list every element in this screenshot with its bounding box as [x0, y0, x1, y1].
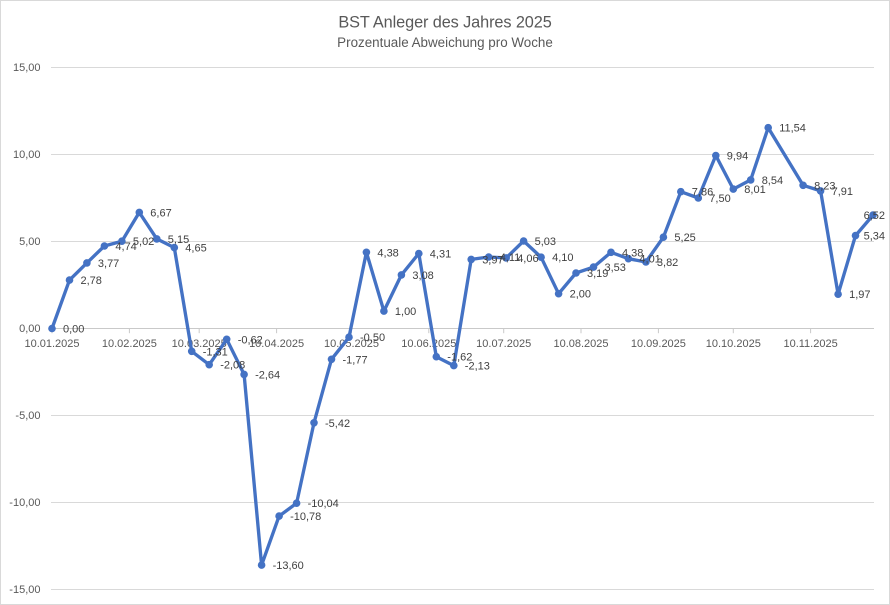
- svg-text:3,08: 3,08: [412, 270, 433, 282]
- svg-text:0,00: 0,00: [63, 324, 84, 336]
- svg-text:10.02.2025: 10.02.2025: [102, 338, 157, 350]
- svg-text:5,03: 5,03: [535, 236, 556, 248]
- svg-text:5,15: 5,15: [168, 234, 189, 246]
- svg-text:-2,64: -2,64: [255, 369, 280, 381]
- svg-text:4,38: 4,38: [622, 247, 643, 259]
- svg-text:4,11: 4,11: [500, 252, 521, 264]
- svg-text:10.06.2025: 10.06.2025: [401, 338, 456, 350]
- svg-text:-10,04: -10,04: [308, 498, 339, 510]
- svg-text:-1,31: -1,31: [203, 346, 228, 358]
- svg-text:-10,78: -10,78: [290, 511, 321, 523]
- svg-text:7,91: 7,91: [832, 186, 853, 198]
- svg-text:10.08.2025: 10.08.2025: [553, 338, 608, 350]
- svg-text:11,54: 11,54: [779, 123, 806, 135]
- svg-text:7,86: 7,86: [692, 187, 713, 199]
- svg-text:1,97: 1,97: [849, 289, 870, 301]
- svg-text:-0,62: -0,62: [238, 334, 263, 346]
- svg-text:5,00: 5,00: [19, 236, 40, 248]
- svg-text:3,82: 3,82: [657, 257, 678, 269]
- svg-text:10.01.2025: 10.01.2025: [24, 338, 79, 350]
- svg-text:-5,42: -5,42: [325, 418, 350, 430]
- svg-text:8,23: 8,23: [814, 180, 835, 192]
- svg-text:-5,00: -5,00: [15, 410, 40, 422]
- svg-text:-10,00: -10,00: [9, 497, 40, 509]
- svg-text:1,00: 1,00: [395, 306, 416, 318]
- svg-text:0,00: 0,00: [19, 323, 40, 335]
- svg-text:4,01: 4,01: [639, 254, 660, 266]
- svg-text:3,53: 3,53: [605, 262, 626, 274]
- svg-text:4,38: 4,38: [377, 247, 398, 259]
- svg-text:5,25: 5,25: [674, 232, 695, 244]
- svg-text:10.04.2025: 10.04.2025: [249, 338, 304, 350]
- svg-text:6,52: 6,52: [864, 210, 885, 222]
- svg-text:Prozentuale Abweichung pro Woc: Prozentuale Abweichung pro Woche: [337, 35, 553, 50]
- svg-text:10.10.2025: 10.10.2025: [706, 338, 761, 350]
- svg-text:4,74: 4,74: [115, 241, 136, 253]
- svg-text:15,00: 15,00: [13, 62, 41, 74]
- svg-text:-2,13: -2,13: [465, 361, 490, 373]
- svg-text:10,00: 10,00: [13, 149, 41, 161]
- svg-text:5,34: 5,34: [864, 231, 885, 243]
- svg-text:-15,00: -15,00: [9, 584, 40, 596]
- svg-text:3,19: 3,19: [587, 268, 608, 280]
- svg-text:3,97: 3,97: [482, 254, 503, 266]
- svg-text:3,77: 3,77: [98, 258, 119, 270]
- svg-text:-2,08: -2,08: [220, 360, 245, 372]
- svg-text:10.09.2025: 10.09.2025: [631, 338, 686, 350]
- svg-text:-1,62: -1,62: [447, 352, 472, 364]
- svg-text:7,50: 7,50: [709, 193, 730, 205]
- svg-text:10.11.2025: 10.11.2025: [783, 338, 837, 350]
- svg-text:4,06: 4,06: [517, 253, 538, 265]
- svg-text:4,65: 4,65: [185, 243, 206, 255]
- svg-text:8,01: 8,01: [744, 184, 765, 196]
- svg-text:-13,60: -13,60: [273, 560, 304, 572]
- svg-text:-0,50: -0,50: [360, 332, 385, 344]
- svg-text:BST Anleger des Jahres 2025: BST Anleger des Jahres 2025: [338, 14, 551, 32]
- svg-text:5,02: 5,02: [133, 236, 154, 248]
- svg-text:2,78: 2,78: [81, 275, 102, 287]
- svg-text:4,31: 4,31: [430, 249, 451, 261]
- svg-text:-1,77: -1,77: [343, 354, 368, 366]
- svg-text:4,10: 4,10: [552, 252, 573, 264]
- svg-text:8,54: 8,54: [762, 175, 783, 187]
- svg-text:10.05.2025: 10.05.2025: [324, 338, 379, 350]
- svg-text:10.03.2025: 10.03.2025: [172, 338, 227, 350]
- svg-text:6,67: 6,67: [150, 207, 171, 219]
- svg-text:10.07.2025: 10.07.2025: [476, 338, 531, 350]
- svg-text:9,94: 9,94: [727, 151, 748, 163]
- svg-text:2,00: 2,00: [570, 289, 591, 301]
